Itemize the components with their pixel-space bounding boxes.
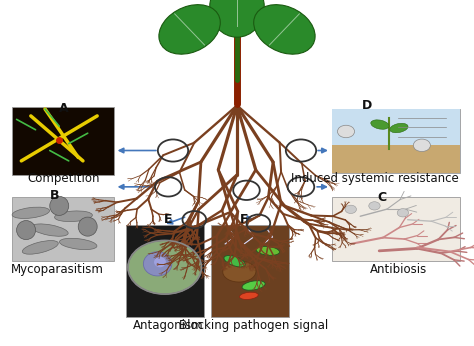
Text: F: F: [240, 213, 248, 226]
Ellipse shape: [55, 211, 92, 221]
Circle shape: [397, 209, 409, 217]
Text: Induced systemic resistance: Induced systemic resistance: [291, 172, 458, 185]
Ellipse shape: [159, 4, 220, 54]
Ellipse shape: [239, 292, 258, 299]
Bar: [12, 107, 114, 175]
Ellipse shape: [60, 238, 97, 249]
Text: E: E: [164, 213, 173, 226]
Text: D: D: [362, 99, 373, 112]
Text: C: C: [377, 191, 386, 204]
Ellipse shape: [390, 123, 408, 133]
Ellipse shape: [31, 224, 68, 236]
Ellipse shape: [17, 221, 36, 240]
Text: B: B: [50, 189, 59, 202]
Bar: [12, 197, 114, 261]
Text: Competition: Competition: [28, 172, 100, 185]
Text: Mycoparasitism: Mycoparasitism: [10, 263, 103, 276]
Ellipse shape: [210, 0, 264, 37]
Bar: [126, 225, 204, 317]
Circle shape: [413, 139, 430, 152]
Ellipse shape: [78, 217, 97, 236]
Ellipse shape: [254, 4, 315, 54]
Ellipse shape: [242, 281, 265, 290]
Text: Blocking pathogen signal: Blocking pathogen signal: [179, 319, 328, 332]
Bar: [332, 197, 460, 261]
Ellipse shape: [256, 246, 280, 255]
Ellipse shape: [371, 120, 389, 129]
Ellipse shape: [50, 197, 69, 215]
Circle shape: [345, 205, 356, 213]
Bar: [332, 109, 460, 173]
Ellipse shape: [143, 252, 172, 276]
Text: A: A: [59, 102, 69, 116]
Ellipse shape: [223, 261, 256, 282]
Circle shape: [369, 202, 380, 210]
Bar: [211, 225, 289, 317]
Ellipse shape: [224, 255, 246, 267]
Bar: [332, 109, 460, 145]
Circle shape: [337, 125, 355, 138]
Text: Antibiosis: Antibiosis: [370, 263, 427, 276]
Text: Antagonism: Antagonism: [133, 319, 203, 332]
Ellipse shape: [12, 207, 49, 218]
Ellipse shape: [22, 240, 58, 254]
Bar: [332, 145, 460, 173]
Circle shape: [128, 240, 201, 294]
Ellipse shape: [154, 257, 166, 267]
